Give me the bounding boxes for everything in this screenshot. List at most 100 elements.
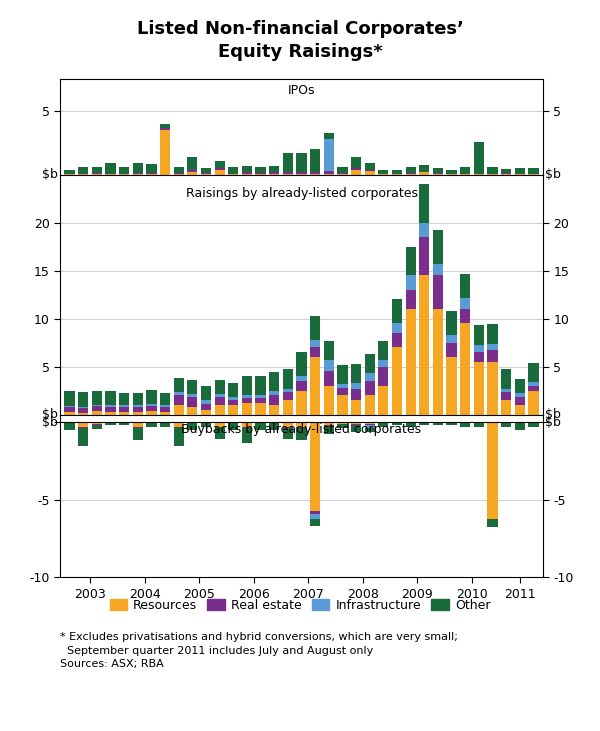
Bar — [474, 325, 484, 344]
Bar — [378, 386, 388, 414]
Bar — [310, 347, 320, 357]
Bar — [419, 423, 430, 425]
Bar — [119, 407, 129, 412]
Bar — [160, 393, 170, 405]
Bar — [323, 173, 334, 175]
Bar — [92, 406, 102, 411]
Bar — [296, 390, 307, 414]
Bar — [106, 163, 116, 173]
Bar — [173, 173, 184, 175]
Bar — [215, 161, 225, 168]
Bar — [365, 381, 375, 395]
Bar — [323, 423, 334, 425]
Bar — [310, 357, 320, 414]
Bar — [365, 163, 375, 170]
Bar — [501, 169, 511, 173]
Bar — [460, 298, 470, 309]
Bar — [119, 167, 129, 173]
Bar — [173, 393, 184, 395]
Bar — [133, 427, 143, 428]
Bar — [160, 412, 170, 414]
Bar — [323, 371, 334, 386]
Bar — [529, 363, 539, 382]
Bar — [501, 400, 511, 414]
Bar — [256, 376, 266, 395]
Bar — [337, 395, 347, 414]
Bar — [146, 173, 157, 174]
Bar — [92, 425, 102, 429]
Bar — [501, 423, 511, 427]
Bar — [242, 403, 252, 414]
Bar — [501, 393, 511, 400]
Bar — [515, 393, 525, 397]
Bar — [365, 170, 375, 171]
Bar — [392, 300, 402, 323]
Bar — [296, 427, 307, 428]
Text: * Excludes privatisations and hybrid conversions, which are very small;
  Septem: * Excludes privatisations and hybrid con… — [60, 632, 458, 669]
Bar — [106, 412, 116, 414]
Bar — [392, 170, 402, 173]
Bar — [296, 352, 307, 376]
Bar — [242, 423, 252, 427]
Bar — [146, 406, 157, 411]
Bar — [501, 369, 511, 389]
Bar — [283, 153, 293, 173]
Bar — [529, 168, 539, 173]
Bar — [92, 411, 102, 414]
Bar — [460, 323, 470, 414]
Bar — [310, 149, 320, 173]
Bar — [406, 173, 416, 175]
Bar — [337, 424, 347, 428]
Text: IPOs: IPOs — [288, 84, 315, 96]
Bar — [187, 173, 197, 175]
Bar — [256, 395, 266, 398]
Bar — [296, 376, 307, 381]
Bar — [133, 163, 143, 173]
Bar — [256, 167, 266, 173]
Bar — [406, 247, 416, 276]
Bar — [146, 404, 157, 406]
Bar — [365, 374, 375, 381]
Bar — [228, 405, 238, 414]
Bar — [146, 390, 157, 404]
Bar — [173, 423, 184, 427]
Bar — [269, 173, 280, 175]
Bar — [173, 395, 184, 405]
Bar — [351, 170, 361, 175]
Bar — [78, 412, 88, 414]
Bar — [323, 171, 334, 173]
Bar — [310, 316, 320, 340]
Bar — [283, 428, 293, 439]
Bar — [529, 390, 539, 414]
Bar — [487, 519, 497, 527]
Bar — [283, 400, 293, 414]
Bar — [460, 423, 470, 427]
Bar — [78, 407, 88, 408]
Bar — [487, 167, 497, 173]
Bar — [296, 428, 307, 440]
Bar — [323, 360, 334, 371]
Bar — [310, 423, 320, 511]
Bar — [187, 170, 197, 173]
Bar — [173, 167, 184, 173]
Bar — [351, 383, 361, 389]
Bar — [215, 397, 225, 405]
Text: Listed Non-financial Corporates’
Equity Raisings*: Listed Non-financial Corporates’ Equity … — [137, 20, 463, 61]
Text: $b: $b — [545, 416, 561, 429]
Bar — [201, 404, 211, 409]
Bar — [173, 427, 184, 446]
Bar — [296, 423, 307, 427]
Bar — [351, 389, 361, 400]
Bar — [119, 405, 129, 407]
Bar — [487, 344, 497, 350]
Bar — [78, 393, 88, 407]
Bar — [337, 365, 347, 384]
Bar — [78, 427, 88, 428]
Bar — [337, 387, 347, 395]
Bar — [187, 423, 197, 430]
Bar — [337, 173, 347, 175]
Bar — [365, 425, 375, 428]
Bar — [201, 168, 211, 173]
Bar — [323, 139, 334, 171]
Bar — [160, 130, 170, 175]
